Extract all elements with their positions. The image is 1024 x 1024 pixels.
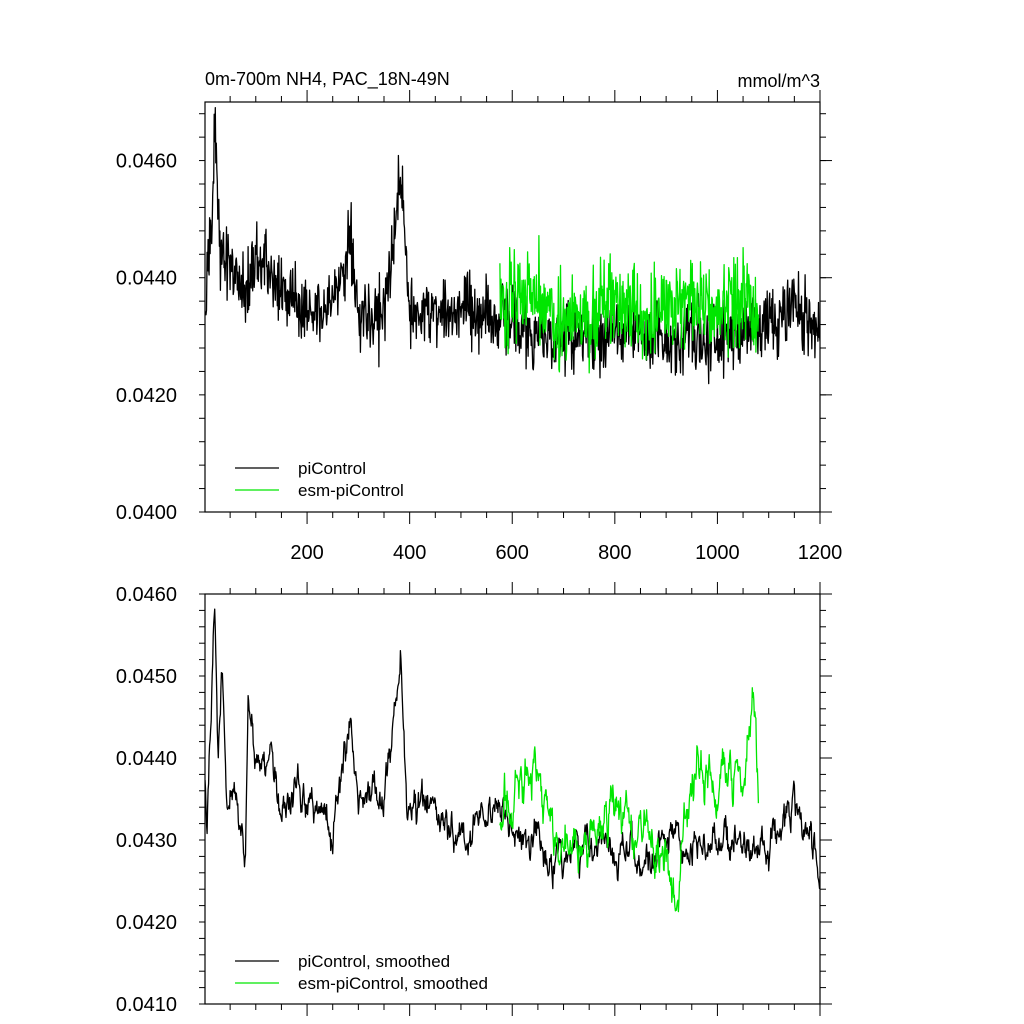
x-tick-label: 600 <box>496 542 529 564</box>
x-tick-label: 1200 <box>798 542 843 564</box>
legend-label-esm-picontrol-smoothed: esm-piControl, smoothed <box>298 974 488 993</box>
bottom-plot-frame <box>204 593 821 1005</box>
y-tick-label: 0.0460 <box>116 151 177 173</box>
legend-label-picontrol-smoothed: piControl, smoothed <box>298 952 450 971</box>
bottom-legend: piControl, smoothed esm-piControl, smoot… <box>235 952 488 993</box>
y-tick-label: 0.0460 <box>116 584 177 606</box>
top-panel: 0m-700m NH4, PAC_18N-49N mmol/m^3 200 400… <box>116 69 842 564</box>
y-tick-label: 0.0440 <box>116 748 177 770</box>
top-legend: piControl esm-piControl <box>235 459 404 500</box>
y-tick-label: 0.0430 <box>116 830 177 852</box>
legend-label-esm-picontrol: esm-piControl <box>298 481 404 500</box>
series-line-picontrol-smoothed <box>205 608 820 890</box>
top-axes: 200 400 600 800 1000 1200 0.0400 0.0420 0.0440 0.… <box>116 90 842 564</box>
bottom-series-lines <box>205 608 820 913</box>
y-tick-label: 0.0400 <box>116 502 177 524</box>
legend-label-picontrol: piControl <box>298 459 366 478</box>
series-line-esm-picontrol <box>499 235 760 374</box>
y-tick-label: 0.0450 <box>116 666 177 688</box>
x-tick-label: 200 <box>290 542 323 564</box>
series-line-esm-picontrol-smoothed <box>499 687 760 913</box>
y-tick-label: 0.0410 <box>116 994 177 1016</box>
y-tick-label: 0.0420 <box>116 912 177 934</box>
top-title-left: 0m-700m NH4, PAC_18N-49N <box>205 69 450 90</box>
top-series-lines <box>205 107 820 385</box>
x-tick-label: 1000 <box>695 542 740 564</box>
x-tick-label: 400 <box>393 542 426 564</box>
y-tick-label: 0.0420 <box>116 385 177 407</box>
bottom-panel: 0.0410 0.0420 0.0430 0.0440 0.0450 0.0460 piC… <box>116 582 832 1016</box>
x-tick-label: 800 <box>598 542 631 564</box>
top-title-right: mmol/m^3 <box>738 71 820 91</box>
y-tick-label: 0.0440 <box>116 268 177 290</box>
bottom-axes: 0.0410 0.0420 0.0430 0.0440 0.0450 0.0460 <box>116 582 832 1016</box>
